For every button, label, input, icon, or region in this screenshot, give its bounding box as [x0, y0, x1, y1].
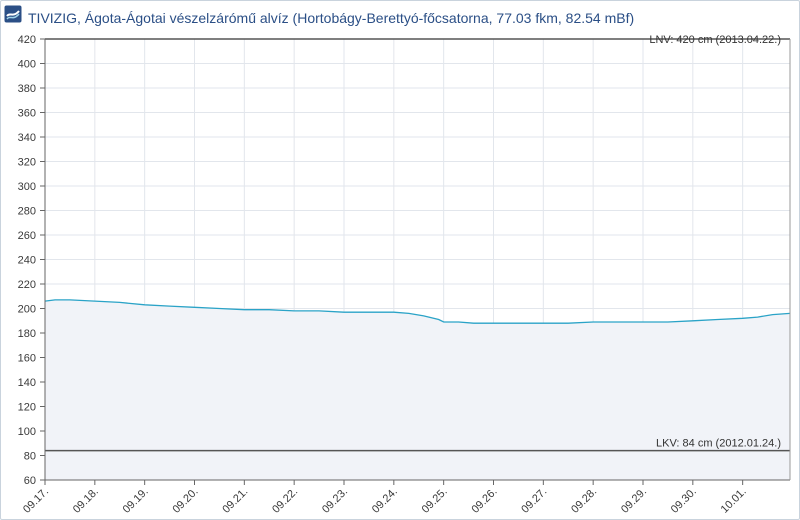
y-tick-label: 240: [18, 255, 36, 267]
x-tick-label: 09.24.: [370, 486, 400, 516]
threshold-label: LKV: 84 cm (2012.01.24.): [656, 438, 781, 450]
chart-title: TIVIZIG, Ágota-Ágotai vészelzárómű alvíz…: [28, 10, 635, 26]
y-tick-label: 320: [18, 157, 36, 169]
series-lines: [44, 299, 791, 324]
chart-header: TIVIZIG, Ágota-Ágotai vészelzárómű alvíz…: [0, 0, 800, 30]
tivizig-logo-icon: [4, 5, 22, 23]
y-tick-label: 100: [18, 426, 36, 438]
y-axis: 60 80 100 120 140 160 180 200 220 240 260 280 300 320…: [18, 34, 46, 487]
x-tick-label: 10.01.: [719, 486, 749, 516]
x-tick-label: 09.21.: [220, 486, 250, 516]
threshold-lines: LNV: 420 cm (2013.04.22.) LKV: 84 cm (201…: [45, 34, 790, 452]
series-line: [44, 299, 791, 324]
x-tick-label: 09.28.: [569, 486, 599, 516]
threshold-label: LNV: 420 cm (2013.04.22.): [649, 34, 781, 46]
y-tick-label: 80: [24, 451, 36, 463]
y-tick-label: 120: [18, 402, 36, 414]
x-tick-label: 09.17.: [21, 486, 51, 516]
y-tick-label: 300: [18, 181, 36, 193]
area-fill: [45, 299, 790, 480]
x-tick-label: 09.19.: [121, 486, 151, 516]
series-area: [45, 299, 790, 480]
x-tick-label: 09.27.: [519, 486, 549, 516]
y-tick-label: 140: [18, 377, 36, 389]
x-tick-label: 09.20.: [171, 486, 201, 516]
y-tick-label: 380: [18, 83, 36, 95]
y-tick-label: 280: [18, 206, 36, 218]
x-tick-label: 09.25.: [420, 486, 450, 516]
y-tick-label: 200: [18, 304, 36, 316]
y-tick-label: 360: [18, 108, 36, 120]
y-tick-label: 220: [18, 279, 36, 291]
y-tick-label: 180: [18, 328, 36, 340]
y-tick-label: 260: [18, 230, 36, 242]
x-tick-label: 09.29.: [619, 486, 649, 516]
y-tick-label: 340: [18, 132, 36, 144]
y-tick-label: 60: [24, 475, 36, 487]
y-tick-label: 420: [18, 34, 36, 46]
y-tick-label: 400: [18, 59, 36, 71]
y-tick-label: 160: [18, 353, 36, 365]
x-tick-label: 09.23.: [320, 486, 350, 516]
x-tick-label: 09.22.: [270, 486, 300, 516]
x-tick-label: 09.18.: [71, 486, 101, 516]
x-tick-label: 09.26.: [469, 486, 499, 516]
x-tick-label: 09.30.: [669, 486, 699, 516]
